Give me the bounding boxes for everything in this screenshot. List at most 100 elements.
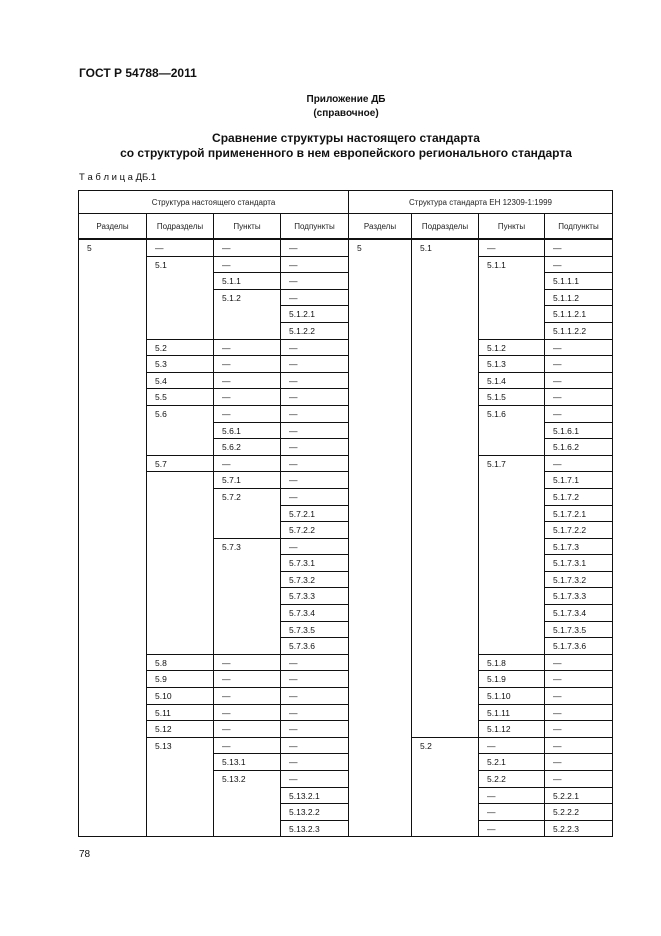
comparison-table: Структура настоящего стандарта Структура… <box>78 190 613 838</box>
table-cell: 5.13 <box>147 737 214 838</box>
table-cell: 5.7.3.2 <box>281 571 349 589</box>
table-cell: — <box>281 688 349 705</box>
table-cell: — <box>214 405 281 423</box>
table-cell: 5.7.3.5 <box>281 621 349 639</box>
table-cell: — <box>214 721 281 738</box>
table-cell: 5.1.1.2 <box>545 289 613 307</box>
table-cell: 5.1.2 <box>479 339 545 357</box>
table-cell: 5.1.7.3.2 <box>545 571 613 589</box>
table-cell: 5.1.7.3.5 <box>545 621 613 639</box>
table-cell: 5.1.6.2 <box>545 439 613 456</box>
table-cell: 5.1.1.1 <box>545 273 613 290</box>
table-cell: 5.1.7 <box>479 455 545 655</box>
table-cell: 5.2.2 <box>479 771 545 788</box>
table-cell: 5.7.3.3 <box>281 588 349 606</box>
table-cell: — <box>545 654 613 672</box>
table-cell: 5.2.2.1 <box>545 787 613 805</box>
table-cell: 5.7.2 <box>214 488 281 539</box>
table-cell: 5.13.2.1 <box>281 787 349 805</box>
table-cell: 5.1.1.2.2 <box>545 322 613 340</box>
table-cell: 5.4 <box>147 372 214 390</box>
table-cell: 5.7.2.1 <box>281 505 349 523</box>
table-cell: — <box>214 339 281 357</box>
table-cell: 5 <box>79 240 147 838</box>
table-cell: — <box>281 771 349 788</box>
table-cell: 5.1.7.1 <box>545 472 613 489</box>
table-cell: — <box>545 372 613 390</box>
group-header-current: Структура настоящего стандарта <box>79 191 349 214</box>
table-cell: 5.1.6.1 <box>545 422 613 440</box>
column-header: Пункты <box>214 214 281 240</box>
table-cell: 5.1.7.2 <box>545 488 613 506</box>
column-header: Подразделы <box>412 214 479 240</box>
table-cell: 5.1.7.3.1 <box>545 555 613 572</box>
table-cell: 5.1 <box>147 256 214 340</box>
table-cell: 5.1.7.3.3 <box>545 588 613 606</box>
table-cell: 5.1.1.2.1 <box>545 306 613 323</box>
table-cell: — <box>214 704 281 722</box>
table-cell: 5.7.3 <box>214 538 281 655</box>
table-cell: — <box>214 240 281 257</box>
table-cell: 5.6.1 <box>214 422 281 440</box>
table-cell: 5.6.2 <box>214 439 281 456</box>
table-cell: — <box>281 273 349 290</box>
table-cell: — <box>545 256 613 274</box>
table-caption: Т а б л и ц а ДБ.1 <box>79 172 157 183</box>
table-cell: 5.1.7.3.4 <box>545 605 613 622</box>
table-cell: — <box>281 538 349 556</box>
table-cell: — <box>214 389 281 406</box>
table-cell: 5.1.5 <box>479 389 545 406</box>
table-cell: 5.10 <box>147 688 214 705</box>
table-cell: — <box>214 455 281 473</box>
table-cell: — <box>281 240 349 257</box>
table-cell: 5.3 <box>147 356 214 373</box>
table-cell: — <box>281 372 349 390</box>
table-cell: 5.1.1 <box>214 273 281 290</box>
table-cell: — <box>147 240 214 257</box>
table-cell: — <box>545 671 613 689</box>
table-cell: 5.2 <box>147 339 214 357</box>
table-cell: 5.2 <box>412 737 479 838</box>
table-cell: 5.13.1 <box>214 754 281 771</box>
table-cell: 5.5 <box>147 389 214 406</box>
column-header: Подпункты <box>281 214 349 240</box>
table-cell: — <box>545 737 613 755</box>
table-cell: — <box>545 754 613 771</box>
appendix-note: (справочное) <box>313 108 379 119</box>
table-cell: — <box>281 455 349 473</box>
column-header: Подпункты <box>545 214 613 240</box>
table-cell: 5.1.3 <box>479 356 545 373</box>
table-cell: 5.2.1 <box>479 754 545 771</box>
table-cell: 5.1.4 <box>479 372 545 390</box>
table-cell: — <box>479 820 545 838</box>
table-cell: 5.1.10 <box>479 688 545 705</box>
heading-line-1: Сравнение структуры настоящего стандарта <box>212 131 480 145</box>
table-cell: — <box>479 787 545 805</box>
document-code: ГОСТ Р 54788—2011 <box>79 66 197 80</box>
table-cell: 5.2.2.2 <box>545 804 613 821</box>
table-cell: 5.1.1 <box>479 256 545 340</box>
table-cell: — <box>214 356 281 373</box>
group-header-en: Структура стандарта ЕН 12309-1:1999 <box>349 191 613 214</box>
table-cell: 5.13.2.3 <box>281 820 349 838</box>
table-cell: — <box>545 704 613 722</box>
table-cell: — <box>214 688 281 705</box>
table-cell: — <box>214 372 281 390</box>
table-cell: — <box>281 439 349 456</box>
table-cell: — <box>281 472 349 489</box>
table-cell: — <box>214 671 281 689</box>
table-cell: — <box>281 654 349 672</box>
table-cell: — <box>479 804 545 821</box>
table-cell: — <box>281 721 349 738</box>
table-cell: 5.9 <box>147 671 214 689</box>
table-cell: — <box>281 339 349 357</box>
table-cell: — <box>545 721 613 738</box>
table-cell: — <box>545 455 613 473</box>
table-cell: — <box>545 771 613 788</box>
table-cell: — <box>281 422 349 440</box>
table-cell: — <box>545 339 613 357</box>
table-cell: 5.1.7.2.1 <box>545 505 613 523</box>
table-cell: 5.1.8 <box>479 654 545 672</box>
table-cell: 5.1.7.3 <box>545 538 613 556</box>
table-cell: 5.1.2.1 <box>281 306 349 323</box>
